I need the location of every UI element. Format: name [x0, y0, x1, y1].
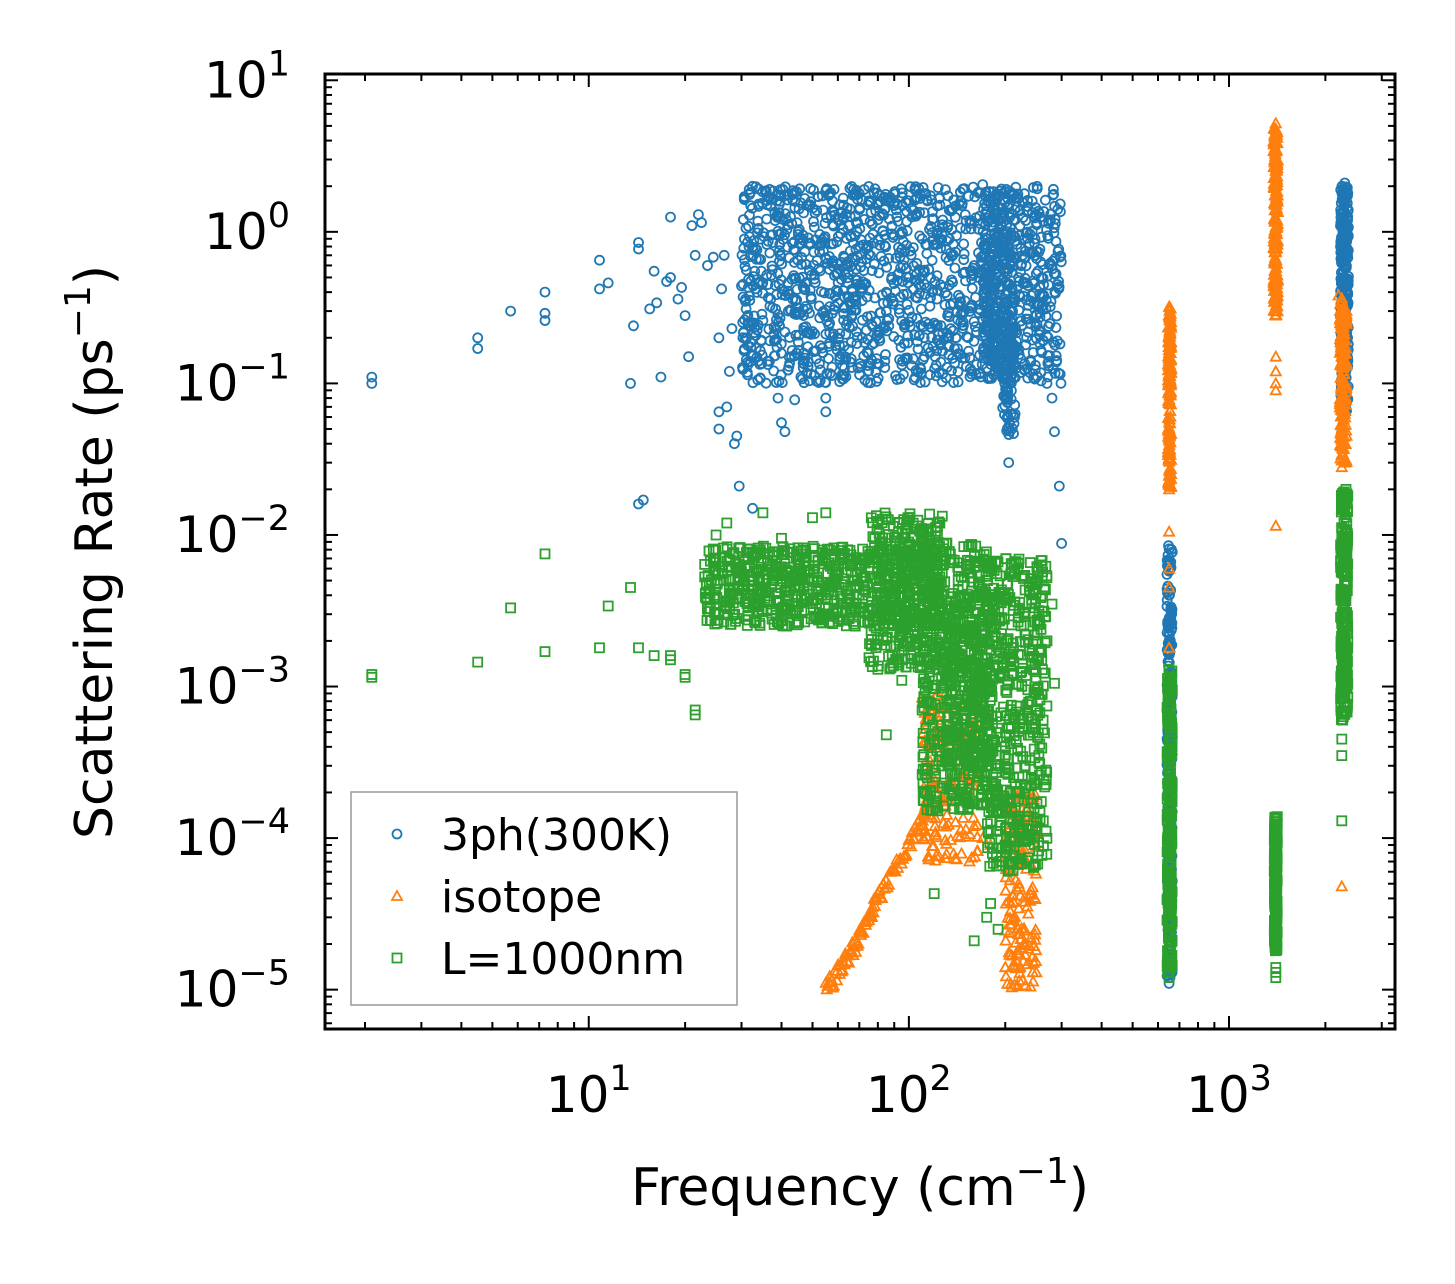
point-3ph-300k--pt-2353	[709, 253, 718, 262]
point-3ph-300k--band-1143	[810, 223, 819, 232]
point-isotope-pt-937	[1271, 366, 1281, 375]
point-3ph-300k--pt-2343	[666, 213, 675, 222]
point-3ph-300k--pt-2324	[506, 307, 515, 316]
point-3ph-300k--pt-2376	[774, 394, 783, 403]
point-3ph-300k--pt-2340	[656, 373, 665, 382]
point-3ph-300k--band-1229	[769, 366, 778, 375]
point-3ph-300k--band-865	[922, 249, 931, 258]
point-3ph-300k--pt-2339	[652, 298, 661, 307]
point-3ph-300k--band-1343	[762, 240, 771, 249]
point-3ph-300k--pt-2377	[777, 418, 786, 427]
point-3ph-300k--pt-2364	[735, 482, 744, 491]
point-3ph-300k--pt-2378	[780, 427, 789, 436]
point-3ph-300k--pt-2351	[697, 218, 706, 227]
point-isotope-band-294	[1001, 886, 1011, 895]
point-3ph-300k--pt-2405	[978, 180, 987, 189]
point-3ph-300k--pt-2352	[703, 261, 712, 270]
point-3ph-300k--band-1330	[954, 367, 963, 376]
point-3ph-300k--pt-2325	[541, 288, 550, 297]
point-3ph-300k--pt-2349	[691, 251, 700, 260]
point-3ph-300k--band-568	[1057, 379, 1066, 388]
point-3ph-300k--pt-2329	[595, 284, 604, 293]
point-isotope-pt-925	[1164, 527, 1174, 536]
point-isotope-pt-947	[1337, 881, 1347, 890]
point-3ph-300k--pt-2346	[681, 311, 690, 320]
point-3ph-300k--pt-2330	[604, 278, 613, 287]
point-3ph-300k--pt-2369	[748, 504, 757, 513]
point-3ph-300k--band-763	[765, 249, 774, 258]
point-3ph-300k--band-1126	[959, 255, 968, 264]
point-l-1000nm-band-938	[925, 510, 934, 519]
point-3ph-300k--band-1328	[881, 350, 890, 359]
point-3ph-300k--pt-2345	[677, 283, 686, 292]
point-3ph-300k--pt-2386	[821, 407, 830, 416]
point-3ph-300k--pt-2420	[1055, 482, 1064, 491]
point-3ph-300k--pt-2359	[722, 402, 731, 411]
point-3ph-300k--pt-2419	[1050, 427, 1059, 436]
point-3ph-300k--pt-2331	[626, 379, 635, 388]
point-3ph-300k--pt-2328	[595, 256, 604, 265]
point-3ph-300k--pt-2322	[473, 333, 482, 342]
point-3ph-300k--pt-2348	[687, 221, 696, 230]
point-3ph-300k--band-1306	[943, 291, 952, 300]
point-3ph-300k--pt-2385	[821, 394, 830, 403]
point-3ph-300k--pt-2321	[367, 379, 376, 388]
point-3ph-300k--pt-2347	[684, 352, 693, 361]
point-3ph-300k--pt-2332	[629, 321, 638, 330]
point-3ph-300k--band-1183	[824, 354, 833, 363]
point-3ph-300k--pt-2356	[714, 425, 723, 434]
point-isotope-band-305	[1028, 977, 1038, 986]
point-isotope-pt-940	[1271, 521, 1281, 530]
point-isotope-band-297	[1001, 971, 1011, 980]
point-3ph-300k--band-1153	[968, 284, 977, 293]
point-3ph-300k--pt-2361	[727, 324, 736, 333]
point-3ph-300k--band-1	[917, 305, 926, 314]
point-3ph-300k--pt-2344	[674, 295, 683, 304]
point-3ph-300k--pt-2357	[717, 284, 726, 293]
point-3ph-300k--pt-2334	[634, 245, 643, 254]
point-3ph-300k--pt-2418	[1048, 394, 1057, 403]
point-3ph-300k--pt-2338	[650, 267, 659, 276]
point-3ph-300k--band-812	[742, 224, 751, 233]
point-isotope-pt-936	[1271, 352, 1281, 361]
point-3ph-300k--band-1269	[762, 215, 771, 224]
point-3ph-300k--pt-2360	[725, 367, 734, 376]
point-3ph-300k--band-1138	[819, 206, 828, 215]
point-3ph-300k--pt-2354	[714, 333, 723, 342]
point-3ph-300k--pt-2381	[790, 395, 799, 404]
point-3ph-300k--band-46	[1052, 312, 1061, 321]
point-3ph-300k--pt-2323	[473, 344, 482, 353]
point-isotope-band-136	[929, 841, 939, 850]
point-3ph-300k--pt-2421	[1057, 539, 1066, 548]
point-3ph-300k--pt-2409	[1004, 458, 1013, 467]
point-3ph-300k--pt-2358	[720, 251, 729, 260]
point-l-1000nm-band-195	[700, 560, 709, 569]
point-3ph-300k--band-603	[959, 239, 968, 248]
point-3ph-300k--pt-2403	[961, 210, 970, 219]
